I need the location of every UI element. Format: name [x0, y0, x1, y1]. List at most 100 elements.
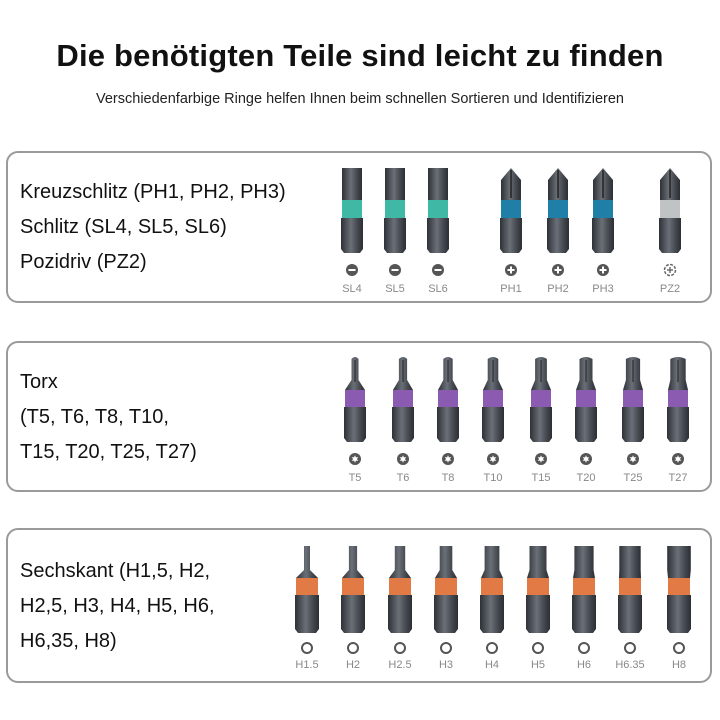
minus-icon [432, 264, 444, 276]
torx-icon [487, 453, 499, 465]
bit-color-ring [296, 578, 318, 595]
bit-label: PH3 [592, 283, 613, 295]
bit-label: H4 [485, 659, 499, 671]
plus-icon [597, 264, 609, 276]
hex-circle-icon [532, 642, 544, 654]
bit-label: T25 [624, 472, 643, 484]
bit-hex-shank [434, 595, 458, 633]
bit-color-ring [576, 390, 596, 407]
torx-icon [580, 453, 592, 465]
hex-circle-icon [624, 642, 636, 654]
bit-label: T8 [442, 472, 455, 484]
bit-hex-shank [341, 595, 365, 633]
bit-tip [667, 546, 691, 578]
bit-hex-shank [572, 595, 596, 633]
panel-description: Sechskant (H1,5, H2, H2,5, H3, H4, H5, H… [20, 554, 215, 659]
minus-icon [389, 264, 401, 276]
bit-hex-shank [659, 218, 681, 253]
bit-hex-shank [667, 595, 691, 633]
panel-line: (T5, T6, T8, T10, [20, 406, 169, 428]
bit-color-ring [389, 578, 411, 595]
bit-tip [619, 546, 641, 578]
bit-color-ring [345, 390, 365, 407]
bit-color-ring [548, 200, 568, 218]
bit-hex-shank [388, 595, 412, 633]
panel-line: T15, T20, T25, T27) [20, 441, 197, 463]
bit-hex-shank [618, 595, 642, 633]
bit-color-ring [483, 390, 503, 407]
bit-ph3: PH3 [592, 168, 614, 295]
bit-tip [428, 168, 448, 200]
hex-circle-icon [486, 642, 498, 654]
bit-tip [481, 546, 503, 578]
panel-description: Kreuzschlitz (PH1, PH2, PH3) Schlitz (SL… [20, 175, 286, 280]
bit-sl6: SL6 [427, 168, 449, 295]
panel-line: H6,35, H8) [20, 630, 117, 652]
bit-tip [385, 168, 405, 200]
bit-h8: H8 [667, 546, 691, 671]
bit-h2-5: H2.5 [388, 546, 412, 671]
bit-color-ring [668, 390, 688, 407]
bit-h6: H6 [572, 546, 596, 671]
bit-label: T20 [577, 472, 596, 484]
panel-line: H2,5, H3, H4, H5, H6, [20, 595, 215, 617]
bit-ph1: PH1 [500, 168, 522, 295]
bit-label: SL4 [342, 283, 362, 295]
bit-t15: T15 [530, 357, 552, 484]
bit-hex-shank [500, 218, 522, 253]
bit-label: H5 [531, 659, 545, 671]
bit-tip [573, 546, 595, 578]
bit-tip [389, 546, 411, 578]
pozidriv-icon [663, 263, 677, 277]
hex-circle-icon [578, 642, 590, 654]
hex-circle-icon [440, 642, 452, 654]
bit-h6-35: H6.35 [615, 546, 645, 671]
bit-label: T15 [532, 472, 551, 484]
bit-color-ring [481, 578, 503, 595]
bit-label: H2 [346, 659, 360, 671]
panel-line: Torx [20, 371, 58, 393]
bit-color-ring [342, 578, 364, 595]
panel-line: Sechskant (H1,5, H2, [20, 560, 211, 582]
minus-icon [346, 264, 358, 276]
hex-circle-icon [673, 642, 685, 654]
bit-hex-shank [344, 407, 366, 442]
bit-hex-shank [526, 595, 550, 633]
panel-description: Torx (T5, T6, T8, T10, T15, T20, T25, T2… [20, 365, 197, 470]
bit-label: T10 [484, 472, 503, 484]
bit-label: H6 [577, 659, 591, 671]
bit-hex-shank [392, 407, 414, 442]
bit-label: T6 [397, 472, 410, 484]
bit-label: H3 [439, 659, 453, 671]
bit-hex-shank [592, 218, 614, 253]
bit-ph2: PH2 [547, 168, 569, 295]
bit-sl4: SL4 [341, 168, 363, 295]
bit-label: SL5 [385, 283, 405, 295]
torx-icon [535, 453, 547, 465]
bit-t6: T6 [392, 357, 414, 484]
bit-color-ring [428, 200, 448, 218]
bit-label: T5 [349, 472, 362, 484]
bit-tip [342, 546, 364, 578]
bit-color-ring [527, 578, 549, 595]
bit-color-ring [393, 390, 413, 407]
torx-icon [397, 453, 409, 465]
bit-hex-shank [427, 218, 449, 253]
bit-tip [527, 546, 549, 578]
bit-label: SL6 [428, 283, 448, 295]
bit-hex-shank [575, 407, 597, 442]
page-title: Die benötigten Teile sind leicht zu find… [56, 38, 664, 73]
bit-hex-shank [547, 218, 569, 253]
bit-label: PH2 [547, 283, 568, 295]
bit-hex-shank [530, 407, 552, 442]
bit-t27: T27 [667, 357, 689, 484]
bit-h2: H2 [341, 546, 365, 671]
bit-label: H6.35 [615, 659, 644, 671]
bit-t5: T5 [344, 357, 366, 484]
bit-color-ring [668, 578, 690, 595]
bit-sl5: SL5 [384, 168, 406, 295]
bit-color-ring [531, 390, 551, 407]
page-subtitle: Verschiedenfarbige Ringe helfen Ihnen be… [96, 91, 624, 107]
bit-label: H2.5 [388, 659, 411, 671]
